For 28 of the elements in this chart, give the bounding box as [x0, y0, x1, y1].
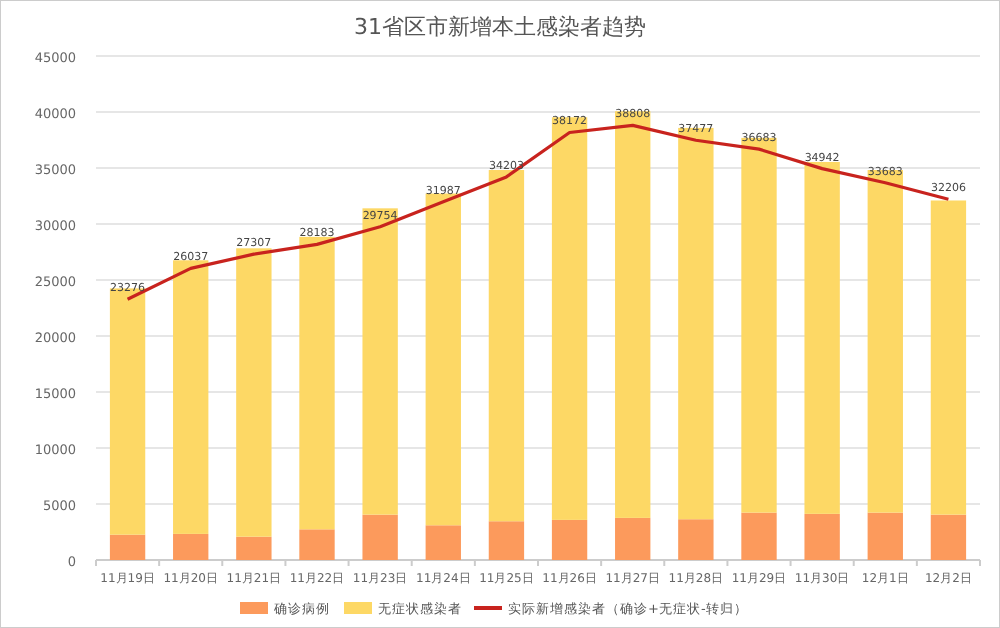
bar	[173, 260, 209, 534]
bar	[236, 536, 272, 560]
bar	[615, 517, 651, 560]
bar	[109, 534, 146, 560]
bar	[867, 512, 903, 560]
bar	[109, 288, 146, 535]
bar	[804, 161, 840, 514]
bar	[678, 127, 714, 520]
bar	[299, 529, 335, 560]
bar	[930, 200, 967, 515]
bar	[488, 521, 525, 560]
bar	[425, 193, 461, 526]
bar	[804, 513, 840, 560]
bar	[488, 170, 525, 522]
bar	[741, 512, 777, 560]
bar	[930, 514, 967, 560]
bar	[867, 170, 903, 513]
bar	[362, 514, 398, 560]
bar	[362, 208, 398, 515]
bar	[236, 248, 272, 537]
chart-title: 31省区市新增本土感染者趋势	[354, 14, 646, 40]
bar	[173, 533, 209, 560]
bar	[425, 525, 461, 560]
bar	[551, 117, 588, 520]
bar	[678, 519, 714, 560]
bar	[551, 519, 588, 560]
bar	[299, 236, 335, 530]
bar	[615, 111, 651, 518]
